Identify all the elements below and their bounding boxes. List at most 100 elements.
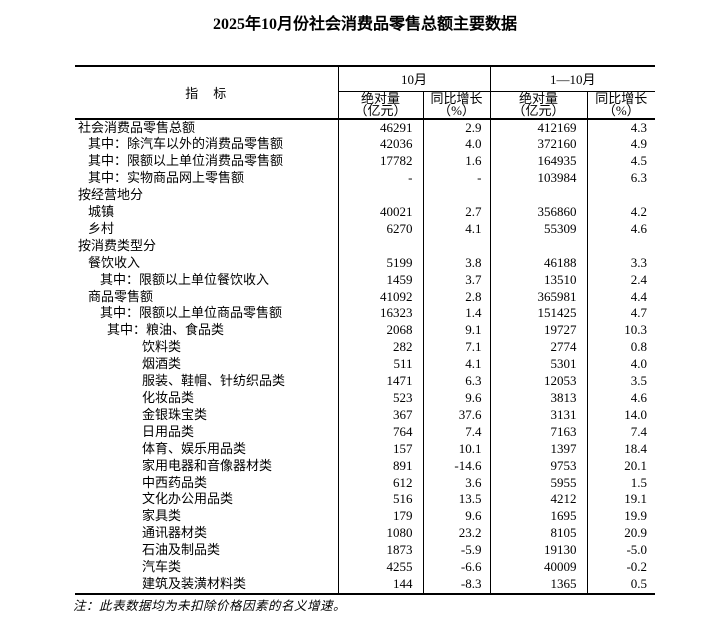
table-row: 按经营地分 — [75, 187, 656, 205]
value-cell: 3.7 — [422, 271, 491, 289]
table-row: 体育、娱乐用品类 157 10.1 1397 18.4 — [75, 440, 656, 458]
indicator-cell: 按消费类型分 — [78, 237, 157, 253]
table-row: 商品零售额 41092 2.8 365981 4.4 — [75, 288, 656, 306]
value-cell: -0.2 — [586, 559, 656, 576]
value-cell: 4255 — [337, 559, 423, 576]
table-row: 餐饮收入 5199 3.8 46188 3.3 — [75, 254, 656, 272]
value-cell: 9.1 — [422, 322, 491, 340]
sub-header-line: 绝对量 — [519, 91, 559, 106]
value-cell: -6.6 — [422, 559, 491, 576]
value-cell: 6.3 — [586, 170, 656, 188]
value-cell: - — [337, 170, 423, 188]
value-cell: 372160 — [489, 136, 588, 154]
table-row: 其中：限额以上单位消费品零售额 17782 1.6 164935 4.5 — [75, 153, 656, 171]
indicator-cell: 其中：实物商品网上零售额 — [88, 170, 245, 186]
value-cell: 891 — [337, 457, 423, 475]
table-header: 指 标 10月 1—10月 绝对量 （亿元） 同比增长 （%） 绝对量 （亿元） — [75, 66, 656, 120]
value-cell: 103984 — [489, 170, 588, 188]
value-cell: 3.3 — [586, 254, 656, 272]
value-cell: 4.3 — [586, 118, 656, 137]
indicator-cell: 其中：粮油、食品类 — [107, 322, 225, 338]
col-header-absolute-oct: 绝对量 （亿元） — [337, 91, 423, 120]
value-cell: 5955 — [489, 474, 588, 492]
indicator-cell: 其中：限额以上单位餐饮收入 — [100, 271, 270, 287]
value-cell: 516 — [337, 491, 423, 509]
value-cell: 20.9 — [586, 525, 656, 543]
value-cell: 19727 — [489, 322, 588, 340]
value-cell: 3.6 — [422, 474, 491, 492]
value-cell — [586, 237, 656, 255]
table-row: 家用电器和音像器材类 891 -14.6 9753 20.1 — [75, 457, 656, 475]
indicator-cell: 体育、娱乐用品类 — [142, 440, 247, 456]
table-row: 中西药品类 612 3.6 5955 1.5 — [75, 474, 656, 492]
col-header-october: 10月 — [337, 66, 491, 92]
table-row: 城镇 40021 2.7 356860 4.2 — [75, 204, 656, 221]
value-cell: 4.6 — [586, 220, 656, 238]
table-row: 饮料类 282 7.1 2774 0.8 — [75, 339, 656, 357]
value-cell: 282 — [337, 339, 423, 357]
indicator-cell: 乡村 — [88, 220, 115, 236]
sub-header-line: （%） — [602, 103, 640, 118]
header-row-periods: 指 标 10月 1—10月 — [75, 66, 656, 120]
sub-header-line: （亿元） — [512, 103, 565, 118]
value-cell: 9.6 — [422, 508, 491, 526]
value-cell: 10.1 — [422, 440, 491, 458]
value-cell: 10.3 — [586, 322, 656, 340]
indicator-cell: 日用品类 — [142, 423, 195, 439]
indicator-cell: 金银珠宝类 — [142, 406, 208, 422]
value-cell: 37.6 — [422, 406, 491, 424]
value-cell: 1471 — [337, 373, 423, 390]
value-cell: 40009 — [489, 559, 588, 576]
table-row: 其中：限额以上单位商品零售额 16323 1.4 151425 4.7 — [75, 305, 656, 323]
sub-header-line: 同比增长 — [595, 91, 648, 106]
table-row: 石油及制品类 1873 -5.9 19130 -5.0 — [75, 542, 656, 560]
indicator-cell: 其中：限额以上单位消费品零售额 — [88, 153, 284, 169]
value-cell: 6270 — [337, 220, 423, 238]
value-cell: 9.6 — [422, 390, 491, 407]
indicator-cell: 化妆品类 — [142, 390, 195, 405]
indicator-cell: 通讯器材类 — [142, 525, 208, 541]
indicator-cell: 其中：除汽车以外的消费品零售额 — [88, 136, 284, 152]
value-cell: 4.4 — [586, 288, 656, 306]
retail-sales-table: 指 标 10月 1—10月 绝对量 （亿元） 同比增长 （%） 绝对量 （亿元） — [75, 65, 656, 595]
value-cell: 151425 — [489, 305, 588, 323]
value-cell — [422, 237, 491, 255]
indicator-cell: 烟酒类 — [142, 356, 182, 372]
table-row: 烟酒类 511 4.1 5301 4.0 — [75, 356, 656, 374]
value-cell: 4.1 — [422, 356, 491, 374]
value-cell: 1365 — [489, 575, 588, 594]
table-row: 乡村 6270 4.1 55309 4.6 — [75, 220, 656, 238]
indicator-cell: 按经营地分 — [78, 187, 144, 203]
value-cell: 0.8 — [586, 339, 656, 357]
value-cell — [337, 187, 423, 205]
value-cell: 4.7 — [586, 305, 656, 323]
table-row: 化妆品类 523 9.6 3813 4.6 — [75, 390, 656, 407]
table-row: 通讯器材类 1080 23.2 8105 20.9 — [75, 525, 656, 543]
indicator-cell: 城镇 — [88, 204, 115, 220]
value-cell — [422, 187, 491, 205]
value-cell: 412169 — [489, 118, 588, 137]
value-cell: 3813 — [489, 390, 588, 407]
value-cell: 356860 — [489, 204, 588, 221]
header-row-measures: 绝对量 （亿元） 同比增长 （%） 绝对量 （亿元） 同比增长 （%） — [75, 91, 656, 120]
value-cell: 5301 — [489, 356, 588, 374]
value-cell: 1459 — [337, 271, 423, 289]
value-cell: 7163 — [489, 423, 588, 441]
value-cell: 9753 — [489, 457, 588, 475]
value-cell: 1.5 — [586, 474, 656, 492]
value-cell: 1.6 — [422, 153, 491, 171]
value-cell: 19.9 — [586, 508, 656, 526]
value-cell — [586, 187, 656, 205]
value-cell: 2068 — [337, 322, 423, 340]
indicator-cell: 中西药品类 — [142, 474, 208, 490]
value-cell: -5.0 — [586, 542, 656, 560]
table-row: 建筑及装潢材料类 144 -8.3 1365 0.5 — [75, 575, 656, 594]
value-cell: 7.4 — [586, 423, 656, 441]
value-cell: 19.1 — [586, 491, 656, 509]
value-cell: 55309 — [489, 220, 588, 238]
value-cell: 7.4 — [422, 423, 491, 441]
value-cell: 4.0 — [422, 136, 491, 154]
sub-header-line: （%） — [438, 103, 475, 118]
value-cell: 2.9 — [422, 118, 491, 137]
